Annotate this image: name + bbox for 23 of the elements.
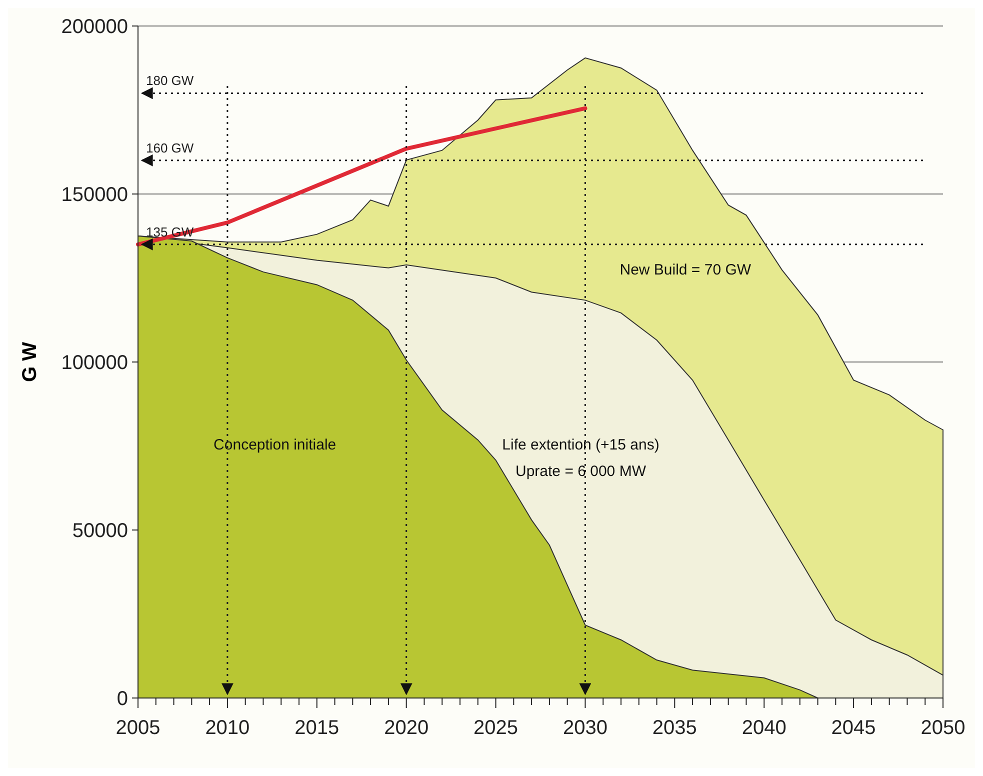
x-tick-label: 2020: [384, 717, 429, 739]
y-tick-label: 100000: [61, 352, 128, 374]
x-tick-label: 2010: [205, 717, 250, 739]
y-axis-title: G W: [19, 342, 41, 382]
x-tick-label: 2005: [116, 717, 160, 739]
ref-line-label: 160 GW: [146, 140, 194, 156]
x-tick-label: 2050: [920, 717, 966, 739]
x-tick-label: 2015: [294, 717, 340, 739]
x-tick-label: 2035: [652, 717, 697, 739]
x-tick-label: 2030: [562, 717, 608, 739]
y-tick-label: 200000: [61, 16, 128, 38]
x-tick-label: 2025: [474, 717, 518, 739]
y-tick-label: 50000: [72, 520, 128, 542]
annotation: New Build = 70 GW: [620, 262, 752, 279]
y-tick-label: 0: [116, 688, 128, 710]
ref-line-label: 180 GW: [146, 73, 194, 88]
annotation: Uprate = 6 000 MW: [516, 463, 647, 480]
y-tick-label: 150000: [61, 184, 128, 206]
x-tick-label: 2045: [831, 717, 876, 739]
annotation: Conception initiale: [214, 436, 336, 454]
line-series: [136, 106, 588, 246]
x-tick-label: 2040: [742, 717, 786, 739]
annotation: Life extention (+15 ans): [502, 436, 660, 454]
